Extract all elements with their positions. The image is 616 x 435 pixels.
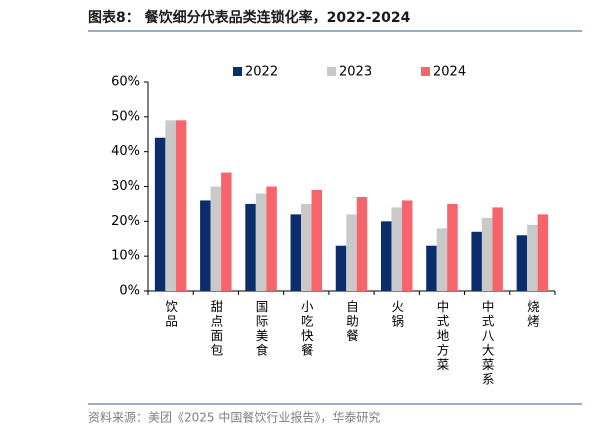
legend-swatch [327, 67, 336, 76]
bar [401, 200, 413, 291]
y-tick-label: 20% [111, 214, 140, 229]
legend-swatch [421, 67, 430, 76]
bar [356, 196, 368, 291]
bar [221, 172, 232, 291]
bar [380, 221, 392, 291]
legend-label: 2022 [245, 65, 278, 80]
bar [301, 203, 312, 291]
bar [290, 214, 302, 291]
bar [346, 214, 357, 291]
y-tick-label: 30% [111, 179, 140, 194]
bar [537, 214, 549, 291]
bar [255, 193, 267, 291]
bar [436, 228, 448, 291]
bar [516, 235, 528, 291]
y-tick-label: 50% [111, 109, 140, 124]
x-tick-label: 甜点面包 [208, 300, 223, 358]
y-tick-label: 10% [111, 249, 140, 264]
bar [311, 189, 323, 291]
y-tick-label: 40% [111, 144, 140, 159]
bar [154, 137, 166, 291]
legend-label: 2023 [339, 65, 372, 80]
bar [335, 245, 347, 291]
y-tick-label: 60% [111, 75, 140, 90]
bar [165, 120, 176, 291]
bar [481, 217, 493, 291]
bar [471, 231, 482, 291]
bar [266, 186, 277, 291]
chart-title: 图表8： 餐饮细分代表品类连锁化率，2022-2024 [88, 9, 411, 26]
x-tick-label: 中式地方菜 [434, 299, 449, 373]
bar [391, 207, 402, 291]
legend-label: 2024 [433, 65, 466, 80]
bar [175, 120, 187, 291]
y-tick-label: 0% [119, 284, 140, 299]
x-tick-label: 烧烤 [525, 300, 540, 329]
bar [426, 245, 437, 291]
x-tick-label: 火锅 [389, 300, 404, 329]
legend-swatch [233, 67, 242, 76]
x-tick-label: 小吃快餐 [299, 300, 314, 358]
bar [527, 224, 538, 291]
bar [245, 203, 256, 291]
x-tick-label: 自助餐 [344, 300, 359, 344]
bar [447, 203, 458, 291]
x-tick-label: 饮品 [163, 300, 178, 329]
source-note: 资料来源：美团《2025 中国餐饮行业报告》，华泰研究 [88, 410, 380, 425]
bar [200, 200, 211, 291]
x-tick-label: 国际美食 [254, 300, 269, 358]
bar [492, 207, 503, 291]
x-tick-label: 中式八大菜系 [480, 299, 495, 387]
bar [210, 186, 222, 291]
